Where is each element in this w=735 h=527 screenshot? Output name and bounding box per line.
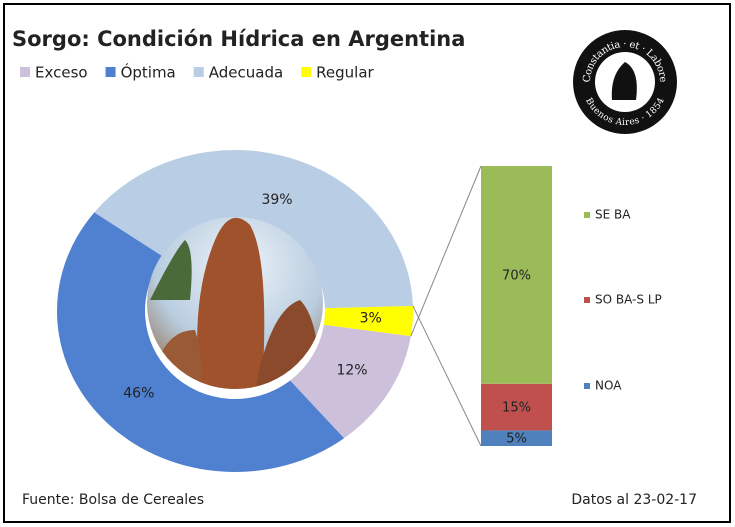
- logo: Constantia · et · Labore Buenos Aires · …: [573, 30, 677, 134]
- value-label: 70%: [502, 268, 531, 283]
- legend-swatch: [301, 67, 311, 77]
- legend-label: Óptima: [121, 63, 176, 82]
- source: Fuente: Bolsa de Cereales: [22, 492, 204, 508]
- value-label: 46%: [123, 385, 154, 401]
- legend-swatch: [584, 212, 590, 218]
- legend-label: SE BA: [595, 208, 631, 222]
- value-label: 3%: [360, 310, 382, 326]
- value-label: 5%: [506, 432, 527, 447]
- legend-label: Regular: [316, 64, 374, 82]
- chart-title: Sorgo: Condición Hídrica en Argentina: [12, 27, 465, 51]
- date-note: Datos al 23-02-17: [571, 492, 697, 508]
- legend-label: SO BA-S LP: [595, 293, 662, 307]
- legend-label: Exceso: [35, 64, 88, 82]
- page: Sorgo: Condición Hídrica en Argentina Ex…: [0, 0, 735, 527]
- legend-swatch: [194, 67, 204, 77]
- legend-label: NOA: [595, 379, 622, 393]
- legend-swatch: [20, 67, 30, 77]
- legend-swatch: [584, 297, 590, 303]
- value-label: 39%: [261, 192, 292, 208]
- legend-swatch: [106, 67, 116, 77]
- chart: Sorgo: Condición Hídrica en Argentina Ex…: [0, 0, 735, 527]
- legend-swatch: [584, 383, 590, 389]
- value-label: 15%: [502, 401, 531, 416]
- legend-label: Adecuada: [209, 64, 283, 82]
- value-label: 12%: [336, 362, 367, 378]
